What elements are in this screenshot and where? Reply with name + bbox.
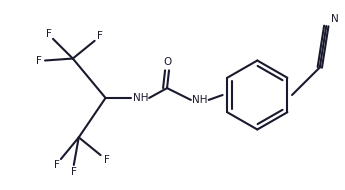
Text: F: F: [54, 160, 60, 170]
Text: F: F: [71, 167, 77, 177]
Text: NH: NH: [132, 93, 148, 103]
Text: NH: NH: [192, 95, 208, 105]
Text: O: O: [163, 58, 171, 67]
Text: N: N: [331, 14, 338, 24]
Text: F: F: [46, 29, 52, 39]
Text: F: F: [97, 31, 102, 41]
Text: F: F: [36, 55, 42, 66]
Text: F: F: [104, 155, 109, 165]
